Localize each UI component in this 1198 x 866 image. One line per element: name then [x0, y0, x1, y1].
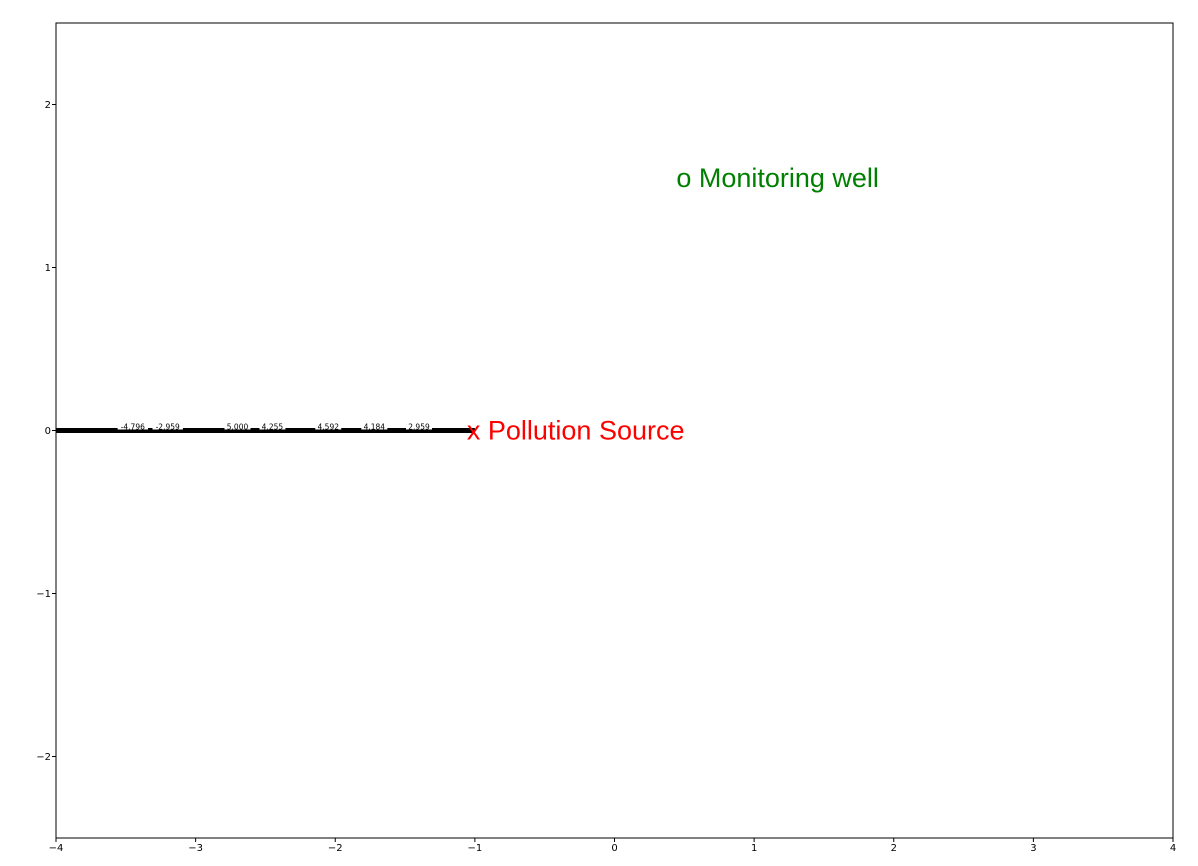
y-tick-label: −2 [36, 752, 51, 763]
x-tick-label: −1 [468, 843, 483, 854]
x-tick-label: 2 [891, 843, 897, 854]
x-tick-label: −4 [49, 843, 64, 854]
contour-label: 5.000 [227, 423, 249, 432]
y-tick-label: 2 [45, 100, 51, 111]
y-tick-label: 1 [45, 263, 51, 274]
contour-label: 4.255 [262, 423, 284, 432]
contour-label: 4.184 [364, 423, 386, 432]
contour-labels: -4.796 -2.959 5.000 4.255 4.592 4.184 2.959 [117, 423, 433, 432]
contour-label: 2.959 [408, 423, 430, 432]
contour-label-bg [406, 424, 433, 430]
contour-label-bg [361, 424, 388, 430]
plot-frame [55, 22, 1174, 839]
x-tick-label: −2 [328, 843, 343, 854]
y-tick-label: 0 [45, 426, 51, 437]
x-tick-label: 4 [1170, 843, 1176, 854]
x-tick-label: −3 [188, 843, 203, 854]
monitoring-well-label: o Monitoring well [676, 163, 879, 193]
annotations: x Pollution Source o Monitoring well [467, 163, 879, 446]
pollution-source-label: x Pollution Source [467, 416, 685, 446]
contour-label: 4.592 [318, 423, 340, 432]
x-tick-label: 3 [1030, 843, 1036, 854]
contour-label-bg [152, 424, 183, 430]
axis-ticks: −4 −3 −2 −1 0 1 2 3 4 −2 −1 0 1 2 [36, 100, 1176, 854]
x-tick-label: 1 [751, 843, 757, 854]
y-tick-label: −1 [36, 589, 51, 600]
contour-label-bg [117, 424, 148, 430]
contour-label: -2.959 [156, 423, 180, 432]
contour-label-bg [315, 424, 342, 430]
x-tick-label: 0 [611, 843, 617, 854]
contour-label-bg [224, 424, 251, 430]
contour-label-bg [259, 424, 286, 430]
contour-label: -4.796 [121, 423, 145, 432]
